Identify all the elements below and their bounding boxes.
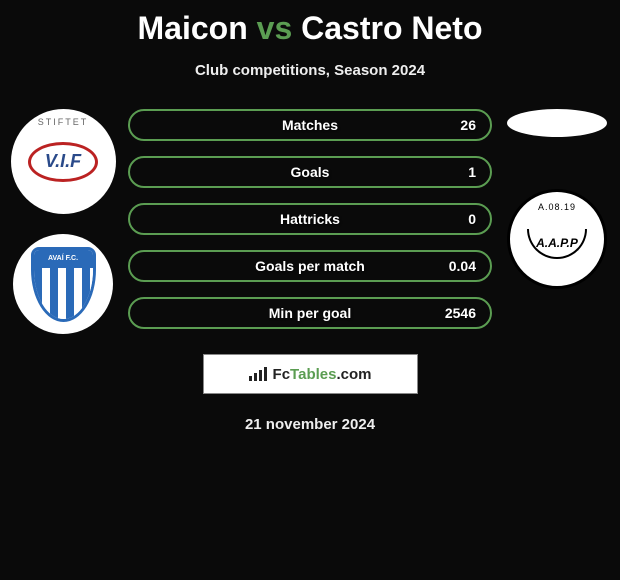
stat-label: Min per goal (269, 305, 351, 321)
bar-chart-icon (249, 367, 267, 381)
stat-value-right: 0.04 (449, 258, 476, 274)
brand-fc: Fc (273, 366, 291, 383)
avai-shield-text: AVAÍ F.C. (34, 250, 93, 268)
stat-label: Goals per match (255, 258, 365, 274)
stat-row-mpg: Min per goal 2546 (128, 297, 492, 329)
footer-brand-text: FcTables.com (273, 366, 372, 383)
stat-label: Matches (282, 117, 338, 133)
stat-pills: Matches 26 Goals 1 Hattricks 0 Goals per… (128, 109, 492, 329)
left-club-badges: STIFTET V.I.F AVAÍ F.C. (8, 109, 118, 334)
player1-name: Maicon (138, 10, 248, 46)
comparison-content: STIFTET V.I.F AVAÍ F.C. Matches 26 Goals… (0, 109, 620, 334)
subtitle: Club competitions, Season 2024 (0, 62, 620, 79)
stat-row-matches: Matches 26 (128, 109, 492, 141)
stat-value-right: 26 (460, 117, 476, 133)
stat-row-hattricks: Hattricks 0 (128, 203, 492, 235)
date-label: 21 november 2024 (0, 416, 620, 433)
blank-ellipse-badge (507, 109, 607, 137)
brand-dotcom: .com (336, 366, 371, 383)
stat-row-goals: Goals 1 (128, 156, 492, 188)
vs-label: vs (257, 10, 293, 46)
avai-badge: AVAÍ F.C. (13, 234, 113, 334)
vif-oval: V.I.F (28, 142, 98, 182)
stat-value-right: 0 (468, 211, 476, 227)
aapp-badge: A.08.19 A.A.P.P (507, 189, 607, 289)
stat-value-right: 1 (468, 164, 476, 180)
stat-label: Hattricks (280, 211, 340, 227)
aapp-arc-text: A.08.19 (538, 202, 576, 212)
brand-tables: Tables (290, 366, 336, 383)
page-title: Maicon vs Castro Neto (0, 0, 620, 47)
avai-stripes (34, 268, 93, 319)
footer-brand-box: FcTables.com (203, 354, 418, 394)
right-club-badges: A.08.19 A.A.P.P (502, 109, 612, 289)
stat-label: Goals (291, 164, 330, 180)
vif-arc-text: STIFTET (38, 117, 89, 127)
aapp-center-text: A.A.P.P (536, 236, 578, 250)
stat-value-right: 2546 (445, 305, 476, 321)
aapp-bridge-icon: A.A.P.P (527, 229, 587, 259)
vif-badge: STIFTET V.I.F (11, 109, 116, 214)
vif-center-text: V.I.F (45, 151, 81, 172)
avai-shield: AVAÍ F.C. (31, 247, 96, 322)
stat-row-gpm: Goals per match 0.04 (128, 250, 492, 282)
player2-name: Castro Neto (301, 10, 482, 46)
